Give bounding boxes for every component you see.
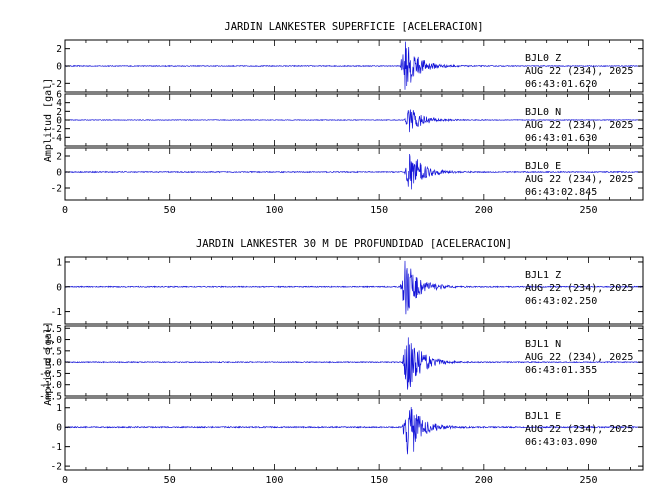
y-tick-label: -1 [51, 442, 63, 453]
x-tick-label: 100 [265, 205, 283, 216]
series-line [65, 153, 644, 190]
station-date: AUG 22 (234), 2025 [525, 174, 633, 185]
trace-panel-1-3: 2 0 -2 BJL0 E AUG 22 (234), 2025 06:43:02.845 [51, 147, 644, 201]
series-line [64, 260, 643, 315]
y-tick-label: 1 [56, 257, 62, 268]
x-tick-label: 200 [475, 475, 493, 486]
y-tick-label: 0 [56, 116, 62, 127]
chart-group-1: JARDIN LANKESTER SUPERFICIE [ACELERACION… [43, 21, 644, 216]
y-tick-label: 1.0 [45, 335, 62, 346]
station-time: 06:43:02.250 [525, 296, 597, 307]
y-tick-label: 2 [56, 44, 62, 55]
chart-title: JARDIN LANKESTER SUPERFICIE [ACELERACION… [224, 21, 483, 33]
y-tick-label: 0.5 [45, 346, 62, 357]
station-time: 06:43:01.355 [525, 365, 597, 376]
panel-frame [64, 256, 644, 325]
station-date: AUG 22 (234), 2025 [525, 424, 633, 435]
y-tick-label: 0 [56, 168, 62, 179]
station-label: BJL1 N [525, 339, 561, 350]
x-tick-label: 100 [265, 475, 283, 486]
trace-panel-2-2: 1.51.00.50.0-0.5-1.0-1.5 BJL1 N AUG 22 (23… [39, 324, 644, 403]
station-time: 06:43:03.090 [525, 437, 597, 448]
y-tick-label: -1 [51, 307, 63, 318]
y-tick-label: -4 [51, 133, 63, 144]
station-date: AUG 22 (234), 2025 [525, 66, 633, 77]
x-tick-label: 250 [580, 475, 598, 486]
y-axis-label: Amplitud [gal] [43, 78, 54, 162]
series-line [64, 109, 644, 133]
y-tick-label: -1.5 [39, 392, 62, 403]
x-tick-label: 250 [580, 205, 598, 216]
series-line [65, 337, 644, 390]
x-tick-label: 0 [62, 475, 68, 486]
panel-frame [64, 325, 644, 397]
y-tick-label: 0 [56, 62, 62, 73]
trace-panel-2-1: 1 0 -1 BJL1 Z AUG 22 (234), 2025 06:43:02.250 [51, 256, 644, 325]
y-tick-label: -0.5 [39, 369, 62, 380]
station-date: AUG 22 (234), 2025 [525, 283, 633, 294]
station-time: 06:43:01.630 [525, 133, 597, 144]
y-tick-label: 2 [56, 107, 62, 118]
station-label: BJL0 E [525, 161, 561, 172]
station-date: AUG 22 (234), 2025 [525, 352, 633, 363]
y-tick-label: -2 [51, 79, 62, 90]
station-label: BJL0 N [525, 107, 561, 118]
station-label: BJL1 Z [525, 270, 561, 281]
y-tick-label: 0.0 [45, 358, 62, 369]
chart-group-2: JARDIN LANKESTER 30 M DE PROFUNDIDAD [AC… [39, 238, 644, 486]
panel-frame [64, 147, 644, 201]
y-tick-label: -2 [51, 124, 62, 135]
y-tick-label: 1.5 [45, 324, 62, 335]
y-tick-label: -1.0 [39, 380, 62, 391]
station-label: BJL1 E [525, 411, 561, 422]
x-tick-label: 50 [164, 205, 176, 216]
y-axis-label: Amplitud [gal] [43, 321, 54, 405]
station-label: BJL0 Z [525, 53, 561, 64]
panel-frame [64, 397, 644, 471]
x-tick-label: 200 [475, 205, 493, 216]
x-tick-label: 150 [370, 205, 388, 216]
y-tick-label: 0 [56, 423, 62, 434]
series-line [64, 406, 643, 455]
y-tick-label: 0 [56, 282, 62, 293]
y-tick-label: -2 [51, 462, 62, 473]
chart-title: JARDIN LANKESTER 30 M DE PROFUNDIDAD [AC… [196, 238, 512, 250]
station-time: 06:43:01.620 [525, 79, 597, 90]
station-time: 06:43:02.845 [525, 187, 597, 198]
x-tick-label: 50 [164, 475, 176, 486]
trace-panel-2-3: 1 0 -1 -2 BJL1 E AUG 22 (234), 2025 06:43:03.0… [51, 397, 644, 473]
station-date: AUG 22 (234), 2025 [525, 120, 633, 131]
y-tick-label: -2 [51, 184, 62, 195]
series-line [64, 41, 644, 90]
y-tick-label: 6 [56, 90, 62, 101]
y-tick-label: 1 [56, 403, 62, 414]
y-tick-label: 2 [56, 152, 62, 163]
trace-panel-1-1: 2 0 -2 BJL0 Z AUG 22 (234), 2025 06:43:01.620 [51, 39, 644, 93]
y-tick-label: 4 [56, 98, 62, 109]
x-tick-label: 150 [370, 475, 388, 486]
x-tick-label: 0 [62, 205, 68, 216]
